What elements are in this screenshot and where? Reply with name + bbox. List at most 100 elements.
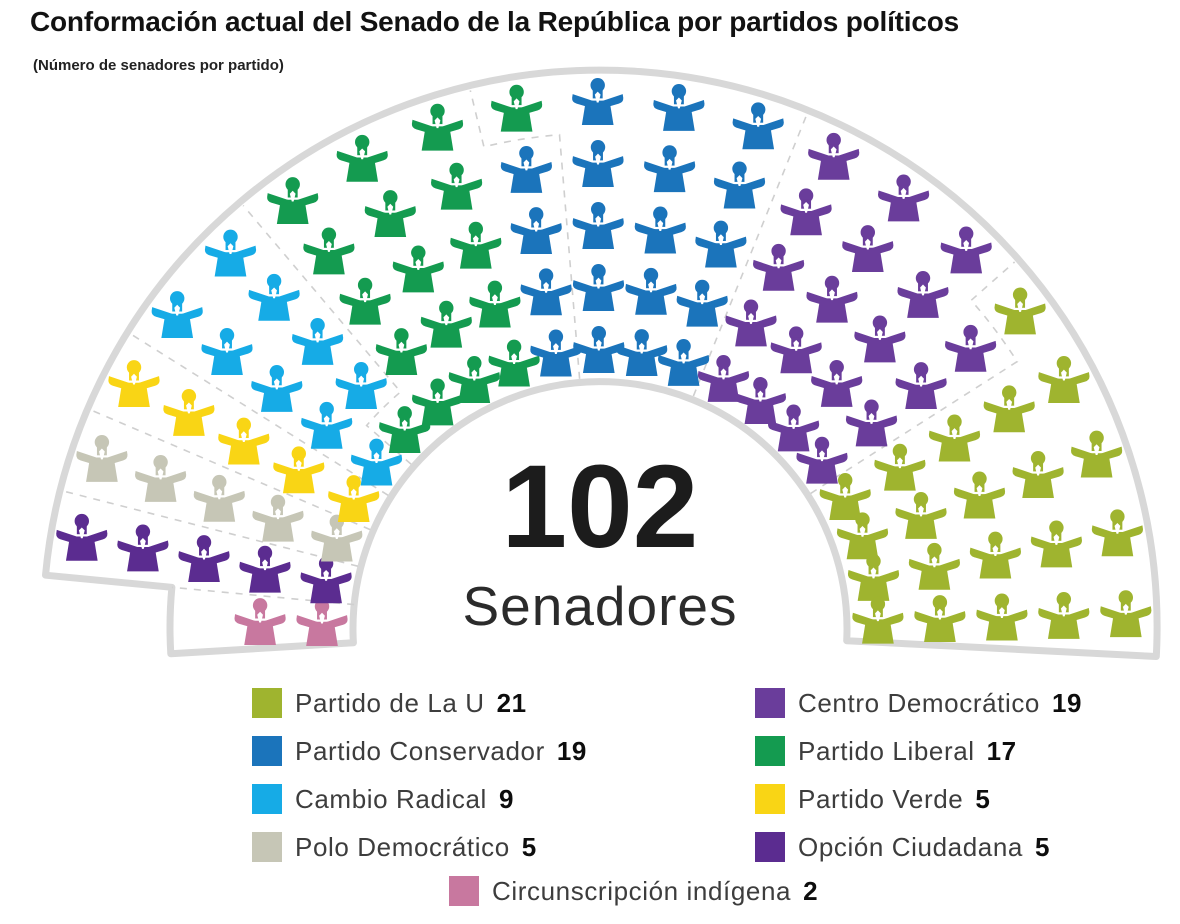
senator-icon	[204, 229, 257, 277]
senator-icon	[768, 404, 820, 452]
senator-icon	[239, 545, 291, 593]
party-divider	[130, 333, 389, 496]
senator-icon	[420, 300, 472, 348]
party-name: Opción Ciudadana	[798, 831, 1023, 862]
senator-icon	[339, 277, 391, 325]
senator-icon	[572, 78, 624, 125]
senator-icon	[895, 362, 947, 410]
senator-icon	[379, 406, 431, 454]
senator-icon	[940, 226, 992, 274]
senator-icon	[878, 174, 930, 222]
party-color-swatch	[252, 784, 282, 814]
senator-icon	[510, 207, 562, 255]
senator-icon	[234, 598, 286, 646]
legend-item: Partido Conservador 19	[252, 736, 587, 766]
senator-icon	[296, 599, 348, 647]
party-color-swatch	[252, 736, 282, 766]
senator-icon	[695, 220, 747, 268]
party-seat-count: 19	[556, 735, 587, 766]
senator-icon	[874, 443, 926, 491]
senator-icon	[572, 202, 624, 249]
senator-icon	[193, 474, 245, 522]
senator-icon	[806, 275, 858, 323]
senator-icon	[364, 190, 416, 238]
senator-icon	[945, 324, 997, 372]
senator-icon	[842, 225, 894, 273]
senator-icon	[1030, 520, 1082, 568]
senator-icon	[852, 596, 904, 644]
senator-icon	[895, 491, 947, 539]
party-seat-count: 9	[498, 783, 514, 814]
senator-icon	[530, 329, 582, 377]
senator-icon	[713, 161, 766, 209]
party-divider	[91, 409, 371, 531]
senator-icon	[375, 328, 427, 376]
senator-icon	[634, 206, 686, 254]
senator-icon	[392, 245, 444, 293]
party-name: Partido Liberal	[798, 735, 975, 766]
party-seat-count: 2	[803, 875, 819, 906]
party-name: Centro Democrático	[798, 687, 1040, 718]
party-color-swatch	[755, 736, 785, 766]
chamber-outline	[42, 66, 1161, 660]
senator-icon	[914, 595, 966, 643]
party-color-swatch	[449, 876, 479, 906]
senator-icon	[252, 494, 304, 542]
senator-icon	[76, 434, 128, 482]
legend-item: Cambio Radical 9	[252, 784, 587, 814]
senator-icon	[969, 531, 1021, 579]
senator-icon	[303, 227, 355, 275]
senator-icon	[412, 378, 464, 426]
senator-icon	[897, 270, 949, 318]
senator-icon	[151, 291, 203, 339]
senator-icon	[251, 364, 303, 412]
party-seat-count: 19	[1052, 687, 1082, 718]
senator-icon	[653, 83, 705, 131]
party-color-swatch	[252, 832, 282, 862]
senator-icon	[500, 145, 552, 193]
party-color-swatch	[755, 784, 785, 814]
senator-icon	[218, 417, 270, 465]
senator-icon	[1091, 509, 1143, 557]
legend-item: Polo Democrático 5	[252, 832, 587, 862]
party-seat-count: 5	[521, 831, 537, 862]
senator-icon	[431, 162, 483, 210]
senator-icon	[336, 134, 388, 182]
senator-icon	[520, 268, 572, 316]
party-divider	[469, 90, 581, 379]
senator-icon	[1071, 430, 1123, 478]
senator-icon	[734, 377, 786, 424]
senator-icon	[780, 188, 832, 236]
senator-icon	[808, 132, 860, 180]
party-divider	[810, 261, 1019, 495]
senator-icon	[301, 401, 353, 449]
senator-icon	[469, 280, 521, 328]
senator-icon	[725, 299, 777, 347]
legend-item: Centro Democrático 19	[755, 688, 1082, 718]
party-seat-count: 5	[1034, 831, 1050, 862]
party-divider	[64, 490, 358, 567]
senator-icon	[56, 513, 108, 561]
senator-icon	[908, 542, 960, 590]
senator-icon	[1038, 356, 1090, 403]
legend-row-bottom: Circunscripción indígena 2	[449, 876, 818, 924]
senator-icon	[770, 326, 822, 374]
senator-icon	[953, 471, 1006, 519]
party-color-swatch	[755, 688, 785, 718]
senator-icon	[178, 535, 230, 583]
senator-icon	[625, 267, 677, 315]
senator-icon	[248, 273, 300, 321]
senator-icon	[983, 385, 1035, 433]
senator-icon	[732, 102, 784, 150]
page-title: Conformación actual del Senado de la Rep…	[30, 6, 960, 37]
party-divider	[692, 114, 808, 397]
party-color-swatch	[755, 832, 785, 862]
party-seat-count: 17	[986, 735, 1017, 766]
senator-icon	[811, 359, 863, 407]
party-name: Cambio Radical	[295, 783, 487, 814]
legend-column-left: Partido de La U 21 Partido Conservador 19 Ca…	[252, 688, 587, 880]
party-seat-count: 21	[496, 687, 527, 718]
party-divider	[242, 204, 412, 465]
